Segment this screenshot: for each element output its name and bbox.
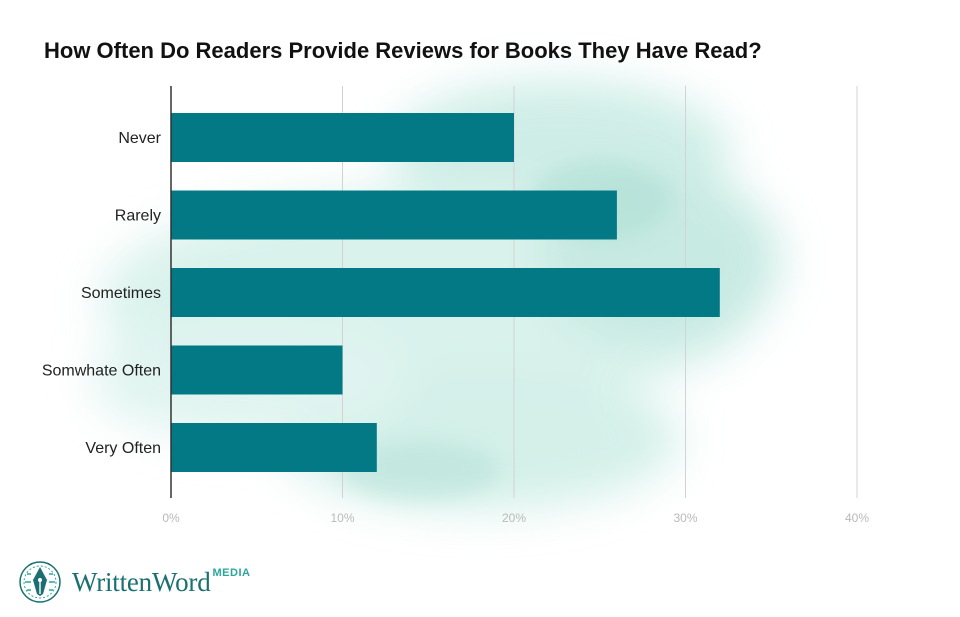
category-label: Very Often (85, 440, 161, 457)
bar (171, 423, 377, 472)
category-label: Rarely (115, 208, 161, 225)
category-label: Never (118, 130, 161, 147)
category-label: Somwhate Often (42, 363, 161, 380)
x-tick-label: 0% (162, 511, 180, 525)
bar (171, 190, 617, 240)
logo-wordmark: WrittenWord (72, 566, 211, 597)
category-label: Sometimes (81, 285, 161, 302)
x-tick-label: 30% (673, 511, 697, 525)
bar (171, 268, 720, 317)
x-tick-label: 20% (502, 511, 526, 525)
fountain-pen-nib-icon (19, 561, 61, 603)
x-tick-label: 40% (845, 511, 869, 525)
logo-suffix: MEDIA (212, 567, 251, 579)
brand-logo: WrittenWord MEDIA (16, 558, 250, 606)
bar (171, 345, 343, 395)
bar (171, 113, 514, 162)
chart-title: How Often Do Readers Provide Reviews for… (44, 38, 762, 63)
category-labels: Never Rarely Sometimes Somwhate Often Very O… (42, 130, 162, 457)
bars (171, 113, 720, 472)
x-tick-label: 10% (330, 511, 354, 525)
x-axis-tick-labels: 0% 10% 20% 30% 40% (162, 511, 869, 525)
